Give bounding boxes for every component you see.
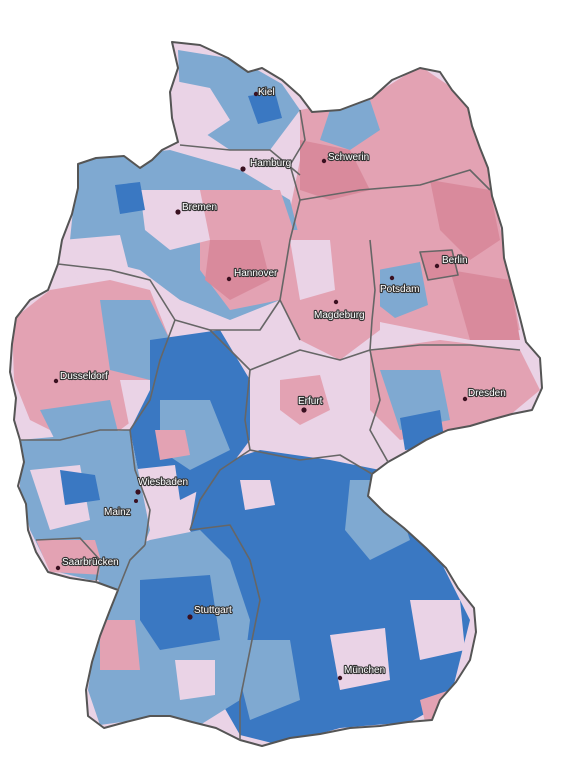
- city-dot: [389, 275, 395, 281]
- city-wiesbaden: Wiesbaden: [135, 476, 189, 495]
- region-hannover: [205, 240, 270, 300]
- city-label: Mainz: [104, 507, 131, 518]
- city-dot: [337, 675, 343, 681]
- city-label: Saarbrücken: [62, 557, 119, 568]
- city-dot: [333, 299, 339, 305]
- city-dot: [226, 276, 232, 282]
- border-thuringia-saxony: [369, 349, 389, 463]
- state-borders: [9, 41, 543, 747]
- city-dusseldorf: Dusseldorf: [53, 370, 109, 384]
- border-sh-mv: [289, 109, 306, 201]
- city-label: Dusseldorf: [60, 371, 108, 382]
- border-north-ls: [179, 144, 301, 176]
- city-dot: [175, 209, 181, 215]
- city-dot: [240, 166, 246, 172]
- city-label: Schwerin: [328, 152, 369, 163]
- region-schwerin-area: [300, 140, 370, 200]
- region-bavaria-pale-north: [240, 480, 275, 510]
- city-dot: [321, 158, 327, 164]
- city-label: Stuttgart: [194, 605, 232, 616]
- city-dot: [55, 565, 61, 571]
- border-mv-brandenburg: [299, 169, 491, 201]
- border-sa-brandenburg: [369, 239, 376, 351]
- city-label: Hannover: [234, 268, 278, 279]
- border-thuringia-bavaria: [249, 449, 373, 475]
- region-coast-blue: [320, 100, 380, 150]
- region-bavaria-pale-east: [410, 600, 465, 660]
- city-bremen: Bremen: [175, 201, 218, 215]
- city-label: Hamburg: [250, 158, 291, 169]
- city-label: Dresden: [468, 388, 506, 399]
- region-east-lower: [450, 270, 520, 340]
- border-berlin: [419, 249, 459, 281]
- national-border: [9, 41, 543, 747]
- region-bw-pale: [175, 660, 215, 700]
- border-saarland: [35, 537, 101, 583]
- region-kiel: [248, 92, 282, 124]
- city-erfurt: Erfurt: [297, 395, 324, 413]
- city-dot: [135, 489, 141, 495]
- city-label: München: [344, 665, 385, 676]
- border-ls-nrw: [57, 263, 211, 331]
- border-ls-sa: [279, 199, 301, 341]
- border-bw-bavaria: [189, 524, 261, 740]
- city-potsdam: Potsdam: [379, 275, 421, 296]
- city-dresden: Dresden: [462, 387, 507, 402]
- region-bw-pink: [100, 620, 140, 670]
- city-label: Potsdam: [380, 284, 419, 295]
- city-magdeburg: Magdeburg: [313, 299, 366, 322]
- city-saarbrucken: Saarbrücken: [55, 556, 120, 571]
- city-dot: [301, 407, 307, 413]
- region-saarland: [36, 540, 105, 575]
- region-sa-pale: [290, 240, 335, 300]
- region-hesse-pink: [155, 430, 190, 460]
- border-rp-bw: [117, 544, 146, 591]
- city-hannover: Hannover: [226, 267, 279, 282]
- city-hamburg: Hamburg: [240, 157, 292, 172]
- city-label: Magdeburg: [314, 310, 365, 321]
- region-munich: [330, 628, 390, 690]
- border-hesse-bavaria: [189, 449, 251, 531]
- city-schwerin: Schwerin: [321, 151, 370, 164]
- city-label: Kiel: [258, 87, 275, 98]
- city-markers: Kiel Hamburg Schwerin Bremen Hannover Be…: [53, 86, 507, 681]
- region-sh-pale: [170, 80, 230, 140]
- region-stuttgart: [140, 575, 220, 650]
- city-label: Berlin: [442, 255, 468, 266]
- border-hesse-thuringia: [209, 329, 251, 451]
- city-munchen: München: [337, 664, 386, 681]
- region-brandenburg-east: [430, 180, 500, 260]
- region-bremen-area: [140, 190, 210, 250]
- city-dot: [434, 263, 440, 269]
- city-dot: [53, 378, 59, 384]
- city-dot: [462, 396, 468, 402]
- city-label: Bremen: [182, 202, 217, 213]
- city-label: Erfurt: [298, 396, 323, 407]
- border-nrw-hesse: [129, 319, 176, 431]
- city-berlin: Berlin: [434, 254, 469, 269]
- city-stuttgart: Stuttgart: [187, 604, 233, 620]
- region-rp-blue: [60, 470, 100, 505]
- region-erfurt: [280, 375, 330, 425]
- border-nrw-rp: [20, 429, 130, 441]
- region-ls-pale-west: [62, 235, 130, 285]
- region-potsdam: [372, 262, 428, 318]
- border-rp-hesse: [129, 429, 151, 546]
- city-dot: [187, 614, 193, 620]
- region-berlin: [420, 250, 458, 280]
- district-regions: [12, 50, 540, 745]
- city-label: Wiesbaden: [138, 477, 188, 488]
- city-mainz: Mainz: [103, 499, 138, 519]
- city-dot: [134, 499, 138, 503]
- city-dot: [253, 91, 259, 97]
- city-kiel: Kiel: [253, 86, 276, 99]
- region-ls-west: [115, 182, 145, 214]
- border-ls-hesse: [210, 299, 281, 331]
